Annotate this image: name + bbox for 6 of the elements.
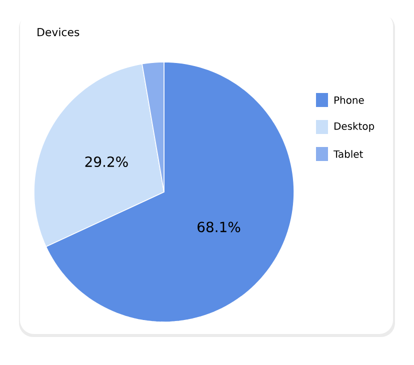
data-label: 68.1% [198,222,240,232]
legend-label: Desktop [334,122,374,132]
legend-label: Phone [334,96,364,104]
chart-title: Devices [38,28,80,36]
legend-label: Tablet [333,150,363,158]
data-label: 29.2% [85,156,128,168]
